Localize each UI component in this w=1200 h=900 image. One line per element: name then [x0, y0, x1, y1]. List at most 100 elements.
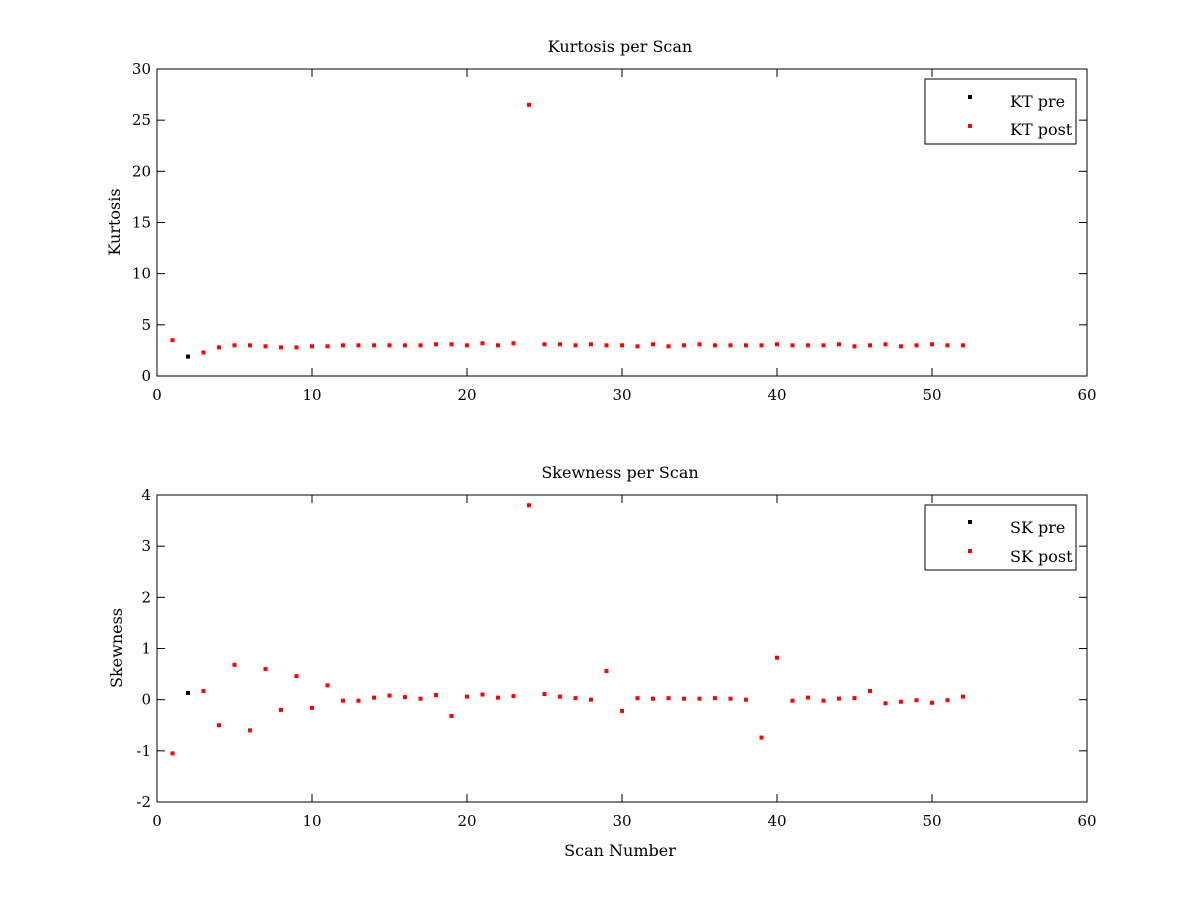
- skewness-legend-marker-post: [968, 549, 972, 553]
- kurtosis-point-post: [294, 345, 299, 350]
- skewness-point-post: [325, 683, 330, 688]
- skewness-point-post: [542, 692, 547, 697]
- kurtosis-xtick-label: 60: [1077, 386, 1096, 404]
- kurtosis-point-post: [201, 350, 206, 355]
- skewness-legend-label-pre: SK pre: [1010, 518, 1065, 537]
- kurtosis-title: Kurtosis per Scan: [548, 37, 692, 56]
- kurtosis-legend-label-pre: KT pre: [1010, 92, 1065, 111]
- kurtosis-ytick-label: 0: [141, 367, 151, 385]
- skewness-point-post: [248, 728, 252, 733]
- skewness-point-pre: [186, 691, 190, 696]
- skewness-point-post: [465, 694, 469, 699]
- skewness-ytick-label: 2: [141, 588, 151, 606]
- kurtosis-plot: Kurtosis per Scan Kurtosis 0 10 20 30 40 50 60…: [105, 37, 1097, 404]
- kurtosis-point-post: [170, 338, 175, 343]
- skewness-legend: SK pre SK post: [924, 504, 1077, 571]
- kurtosis-ytick-label: 15: [132, 214, 151, 232]
- kurtosis-point-post: [589, 342, 593, 347]
- kurtosis-point-post: [620, 343, 624, 348]
- skewness-point-post: [697, 696, 702, 701]
- kurtosis-point-post: [263, 344, 268, 349]
- skewness-xtick-label: 20: [457, 812, 476, 830]
- skewness-point-post: [899, 699, 903, 704]
- skewness-axes-box: [156, 494, 1088, 803]
- skewness-point-post: [666, 696, 671, 701]
- kurtosis-point-post: [325, 344, 330, 349]
- kurtosis-point-post: [713, 343, 717, 348]
- kurtosis-point-post: [480, 341, 485, 346]
- kurtosis-xtick-label: 40: [767, 386, 786, 404]
- kurtosis-legend: KT pre KT post: [924, 78, 1077, 145]
- kurtosis-point-post: [511, 341, 516, 346]
- skewness-point-post: [821, 698, 826, 703]
- skewness-point-post: [511, 694, 516, 699]
- kurtosis-point-post: [449, 342, 454, 347]
- skewness-ytick-label: -2: [136, 793, 151, 811]
- skewness-point-post: [372, 695, 376, 700]
- kurtosis-xtick-label: 20: [457, 386, 476, 404]
- kurtosis-point-post: [744, 343, 748, 348]
- kurtosis-point-post: [775, 342, 779, 347]
- kurtosis-legend-marker-pre: [968, 95, 972, 99]
- skewness-plot: Skewness per Scan Skewness Scan Number 0…: [107, 463, 1097, 860]
- kurtosis-point-post: [759, 343, 764, 348]
- skewness-point-post: [759, 735, 764, 740]
- skewness-point-post: [945, 698, 950, 703]
- skewness-point-post: [201, 688, 206, 693]
- skewness-point-post: [387, 693, 392, 698]
- skewness-point-post: [418, 696, 423, 701]
- skewness-point-post: [480, 692, 485, 697]
- kurtosis-point-post: [403, 343, 407, 348]
- kurtosis-point-post: [573, 343, 578, 348]
- kurtosis-point-post: [279, 345, 283, 350]
- skewness-xtick-label: 10: [302, 812, 321, 830]
- skewness-point-post: [232, 662, 237, 667]
- kurtosis-point-post: [682, 343, 686, 348]
- skewness-point-post: [790, 698, 795, 703]
- kurtosis-legend-marker-post: [968, 124, 972, 128]
- kurtosis-point-post: [697, 342, 702, 347]
- skewness-point-post: [713, 696, 717, 701]
- skewness-point-post: [651, 696, 655, 701]
- kurtosis-ytick-label: 30: [132, 60, 151, 78]
- skewness-xtick-label: 50: [922, 812, 941, 830]
- skewness-point-post: [496, 695, 500, 700]
- kurtosis-point-pre: [186, 354, 190, 359]
- skewness-point-post: [914, 698, 919, 703]
- skewness-point-post: [434, 693, 438, 698]
- skewness-point-post: [217, 723, 221, 728]
- skewness-point-post: [170, 751, 175, 756]
- skewness-point-post: [635, 696, 640, 701]
- kurtosis-ytick-label: 10: [132, 265, 151, 283]
- skewness-point-post: [341, 698, 345, 703]
- skewness-point-post: [837, 696, 841, 701]
- skewness-xlabel: Scan Number: [564, 841, 676, 860]
- kurtosis-point-post: [341, 343, 345, 348]
- skewness-ytick-label: 3: [141, 537, 151, 555]
- skewness-ytick-label: 0: [141, 691, 151, 709]
- skewness-xtick-label: 40: [767, 812, 786, 830]
- skewness-point-post: [403, 695, 407, 700]
- kurtosis-point-post: [930, 342, 934, 347]
- kurtosis-point-post: [728, 343, 733, 348]
- kurtosis-point-post: [868, 343, 872, 348]
- skewness-point-post: [263, 666, 268, 671]
- kurtosis-axes-box: [156, 68, 1088, 377]
- kurtosis-point-post: [217, 345, 221, 350]
- kurtosis-point-post: [899, 344, 903, 349]
- kurtosis-point-post: [961, 343, 965, 348]
- skewness-ytick-label: 1: [141, 640, 151, 658]
- skewness-xtick-label: 30: [612, 812, 631, 830]
- kurtosis-ytick-label: 25: [132, 111, 151, 129]
- skewness-point-post: [852, 696, 857, 701]
- kurtosis-point-post: [666, 344, 671, 349]
- kurtosis-point-post: [387, 343, 392, 348]
- skewness-title: Skewness per Scan: [541, 463, 698, 482]
- kurtosis-xtick-label: 50: [922, 386, 941, 404]
- skewness-point-post: [930, 700, 934, 705]
- skewness-ticks: 0 10 20 30 40 50 60 -2 -1 0 1 2 3 4: [136, 486, 1096, 830]
- kurtosis-xtick-label: 10: [302, 386, 321, 404]
- kurtosis-point-post: [806, 343, 810, 348]
- skewness-point-post: [449, 714, 454, 719]
